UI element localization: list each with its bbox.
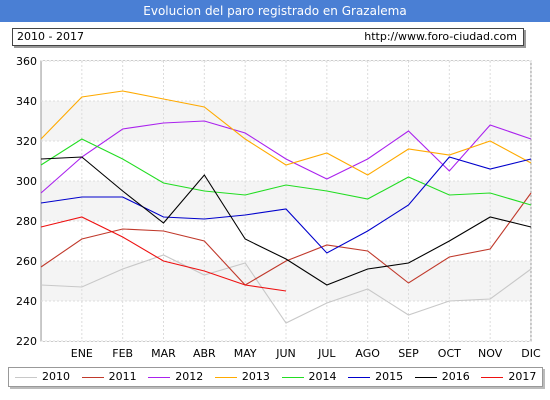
series-line-2011 bbox=[40, 192, 532, 286]
y-tick-label: 320 bbox=[16, 135, 37, 148]
legend-swatch bbox=[281, 377, 304, 378]
y-tick-label: 240 bbox=[16, 295, 37, 308]
legend-label: 2013 bbox=[241, 370, 270, 383]
x-tick-label: MAR bbox=[151, 347, 176, 360]
legend-swatch bbox=[214, 377, 237, 378]
legend-label: 2010 bbox=[42, 370, 70, 383]
x-tick-label: SEP bbox=[398, 347, 419, 360]
x-tick-label: NOV bbox=[478, 347, 503, 360]
x-tick-label: MAY bbox=[234, 347, 257, 360]
x-tick-label: JUN bbox=[275, 347, 296, 360]
legend: 2010 2011 2012 2013 2014 2015 2016 2017 bbox=[8, 367, 543, 387]
info-box: 2010 - 2017 http://www.foro-ciudad.com bbox=[12, 28, 524, 46]
legend-swatch bbox=[81, 377, 104, 378]
series-line-2015 bbox=[40, 156, 532, 254]
legend-label: 2011 bbox=[108, 370, 137, 383]
series-line-2016 bbox=[40, 156, 532, 286]
x-tick-label: ENE bbox=[71, 347, 93, 360]
legend-swatch bbox=[414, 377, 437, 378]
grid-lines bbox=[41, 60, 532, 342]
legend-label: 2014 bbox=[308, 370, 337, 383]
legend-label: 2017 bbox=[508, 370, 537, 383]
series-lines bbox=[40, 90, 532, 324]
x-tick-label: AGO bbox=[355, 347, 380, 360]
x-tick-label: DIC bbox=[521, 347, 541, 360]
series-line-2013 bbox=[40, 90, 532, 176]
legend-label: 2015 bbox=[375, 370, 404, 383]
x-tick-label: FEB bbox=[112, 347, 133, 360]
y-tick-label: 300 bbox=[16, 175, 37, 188]
y-tick-label: 280 bbox=[16, 215, 37, 228]
y-tick-label: 360 bbox=[16, 55, 37, 68]
source-url[interactable]: http://www.foro-ciudad.com bbox=[364, 30, 517, 43]
chart-title: Evolucion del paro registrado en Grazale… bbox=[0, 0, 550, 22]
legend-swatch bbox=[481, 377, 504, 378]
y-tick-label: 260 bbox=[16, 255, 37, 268]
legend-swatch bbox=[148, 377, 171, 378]
y-tick-label: 340 bbox=[16, 95, 37, 108]
legend-swatch bbox=[15, 377, 37, 378]
x-tick-label: ABR bbox=[193, 347, 216, 360]
x-tick-label: OCT bbox=[438, 347, 461, 360]
legend-swatch bbox=[348, 377, 371, 378]
x-tick-label: JUL bbox=[317, 347, 336, 360]
legend-label: 2016 bbox=[441, 370, 470, 383]
series-line-2017 bbox=[40, 216, 287, 292]
series-line-2014 bbox=[40, 138, 532, 206]
y-tick-label: 220 bbox=[16, 335, 37, 348]
x-axis-labels: ENE FEB MAR ABR MAY JUN JUL AGO SEP OCT NOV DIC bbox=[71, 347, 541, 360]
series-line-2010 bbox=[40, 254, 532, 324]
legend-label: 2012 bbox=[175, 370, 204, 383]
period-label: 2010 - 2017 bbox=[17, 30, 84, 43]
y-axis-labels: 220 240 260 280 300 320 340 360 bbox=[16, 55, 37, 348]
series-line-2012 bbox=[40, 120, 532, 194]
